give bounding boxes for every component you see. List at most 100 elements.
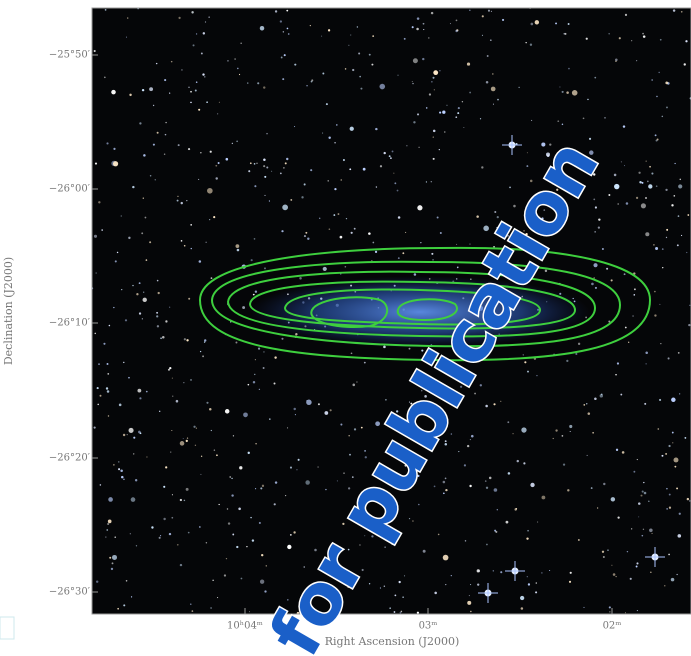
- star: [205, 21, 206, 22]
- star: [128, 377, 130, 379]
- star: [446, 105, 447, 106]
- star: [625, 612, 626, 613]
- star: [669, 507, 671, 509]
- star: [105, 537, 106, 538]
- star: [236, 244, 240, 248]
- star: [248, 170, 250, 172]
- star: [660, 343, 661, 344]
- star: [566, 360, 568, 362]
- star: [450, 23, 451, 24]
- star: [524, 361, 526, 363]
- star: [318, 403, 320, 405]
- star: [142, 318, 143, 319]
- star: [248, 384, 250, 386]
- star: [357, 26, 358, 27]
- star: [217, 113, 218, 114]
- star: [94, 50, 96, 52]
- star: [305, 480, 309, 484]
- star: [469, 9, 471, 11]
- star: [282, 204, 288, 210]
- star: [139, 312, 141, 314]
- star: [200, 152, 201, 153]
- star: [251, 259, 253, 261]
- star: [351, 352, 353, 354]
- star: [412, 520, 414, 522]
- star: [465, 540, 466, 541]
- star: [304, 235, 306, 237]
- star: [257, 82, 259, 84]
- star: [569, 425, 572, 428]
- star: [153, 105, 154, 106]
- star: [125, 319, 127, 321]
- star: [625, 327, 627, 329]
- star: [157, 132, 159, 134]
- star: [196, 81, 198, 83]
- star: [160, 535, 161, 536]
- star: [443, 555, 449, 561]
- star: [286, 158, 288, 160]
- star: [398, 216, 401, 219]
- star: [655, 247, 658, 250]
- star: [419, 147, 420, 148]
- star: [281, 57, 283, 59]
- star: [352, 384, 355, 387]
- star: [181, 69, 182, 70]
- star: [250, 517, 251, 518]
- star: [231, 478, 232, 479]
- star: [625, 14, 627, 16]
- star: [679, 393, 680, 394]
- star: [657, 428, 659, 430]
- star: [123, 604, 125, 606]
- star: [294, 64, 296, 66]
- star: [455, 116, 457, 118]
- star: [210, 607, 211, 608]
- star: [656, 140, 658, 142]
- star: [135, 479, 137, 481]
- star: [437, 216, 439, 218]
- star: [164, 79, 166, 81]
- star: [458, 451, 459, 452]
- star: [687, 214, 689, 216]
- star: [445, 489, 447, 491]
- star: [631, 528, 632, 529]
- star: [486, 544, 488, 546]
- star: [127, 17, 129, 19]
- star: [661, 455, 663, 457]
- star: [118, 461, 120, 463]
- star: [329, 228, 331, 230]
- star: [668, 445, 670, 447]
- star: [671, 204, 673, 206]
- star: [121, 289, 122, 290]
- star: [559, 86, 560, 87]
- star: [101, 229, 103, 231]
- star: [456, 19, 458, 21]
- star: [681, 11, 683, 13]
- star: [340, 424, 342, 426]
- star: [207, 188, 213, 194]
- star: [569, 581, 571, 583]
- star: [186, 339, 188, 341]
- star: [236, 140, 238, 142]
- star: [333, 214, 335, 216]
- star: [433, 130, 436, 133]
- star: [639, 181, 641, 183]
- star: [541, 572, 543, 574]
- star: [163, 486, 165, 488]
- star: [143, 198, 144, 199]
- star: [249, 611, 250, 612]
- star: [636, 566, 638, 568]
- star: [406, 145, 407, 146]
- star: [494, 488, 498, 492]
- star: [345, 68, 347, 70]
- star: [157, 280, 159, 282]
- star: [416, 28, 419, 31]
- star: [317, 466, 318, 467]
- star: [255, 359, 256, 360]
- star: [624, 273, 626, 275]
- star: [500, 571, 502, 573]
- star: [123, 362, 124, 363]
- star: [132, 186, 134, 188]
- star: [241, 43, 242, 44]
- star: [141, 232, 143, 234]
- star: [689, 305, 690, 306]
